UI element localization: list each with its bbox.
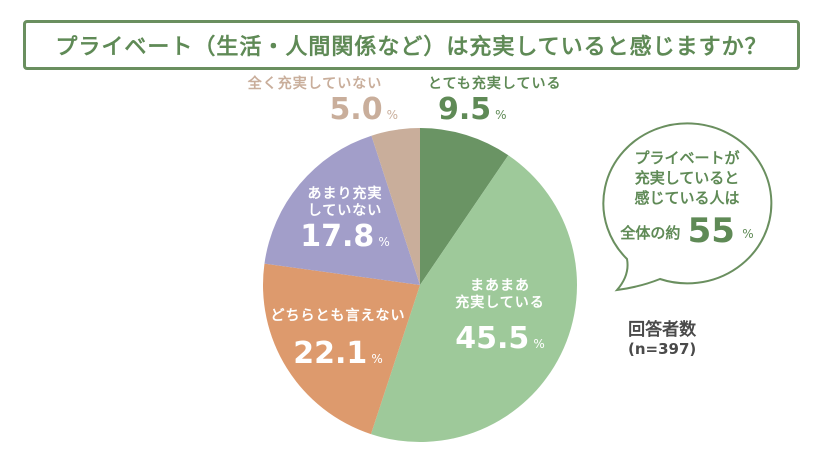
slice-value: 17.8 (300, 219, 375, 254)
slice-label-somewhat-satisfied: まあまあ 充実している 45.5% (440, 278, 560, 361)
slice-not-at-all (371, 128, 420, 285)
bubble-line1: プライベートが (634, 149, 740, 167)
chart-title: プライベート（生活・人間関係など）は充実していると感じますか？ (55, 35, 768, 60)
bubble-line2: 充実していると (634, 169, 740, 187)
slice-value-row: 45.5% (440, 322, 560, 361)
slice-very-satisfied (420, 128, 509, 285)
percent-sign: % (742, 227, 754, 241)
slice-label-not-very: あまり充実 していない 17.8% (290, 186, 400, 259)
percent-sign: % (378, 235, 390, 249)
slice-somewhat-satisfied (370, 155, 578, 443)
respondent-count: 回答者数 (n=397) (628, 320, 696, 358)
slice-neither (263, 263, 420, 435)
percent-sign: % (533, 337, 545, 351)
slice-category-line2: していない (307, 203, 383, 219)
bubble-text: プライベートが 充実していると 感じている人は 全体の約 55 % (602, 148, 772, 250)
bubble-prefix: 全体の約 (620, 224, 681, 242)
slice-category-line1: まあまあ (470, 278, 530, 294)
slice-not-very (264, 135, 420, 285)
slice-value: 45.5 (455, 321, 530, 356)
slice-value: 5.0 (329, 92, 383, 127)
percent-sign: % (495, 108, 507, 122)
slice-value: 9.5 (438, 92, 492, 127)
slice-label-not-at-all: 全く充実していない 5.0% (210, 76, 420, 132)
slice-label-very-satisfied: とても充実している 9.5% (428, 76, 608, 132)
respondent-label: 回答者数 (628, 320, 697, 340)
slice-label-neither: どちらとも言えない 22.1% (258, 308, 418, 376)
bubble-value: 55 (687, 211, 735, 251)
slice-value-row: 22.1% (258, 337, 418, 376)
percent-sign: % (371, 352, 383, 366)
chart-title-box: プライベート（生活・人間関係など）は充実していると感じますか？ (23, 20, 800, 70)
bubble-line3: 感じている人は (634, 189, 740, 207)
slice-category: 全く充実していない (247, 76, 383, 92)
slice-category: とても充実している (428, 76, 562, 92)
slice-value-row: 5.0% (210, 93, 420, 132)
slice-value: 22.1 (293, 336, 368, 371)
slice-category: どちらとも言えない (270, 308, 406, 324)
percent-sign: % (386, 108, 398, 122)
slice-category-line2: 充実している (455, 295, 545, 311)
bubble-summary: 全体の約 55 % (602, 212, 772, 250)
slice-value-row: 9.5% (428, 93, 608, 132)
slice-category-line1: あまり充実 (307, 186, 383, 202)
slice-value-row: 17.8% (290, 220, 400, 259)
respondent-n: (n=397) (628, 340, 697, 358)
